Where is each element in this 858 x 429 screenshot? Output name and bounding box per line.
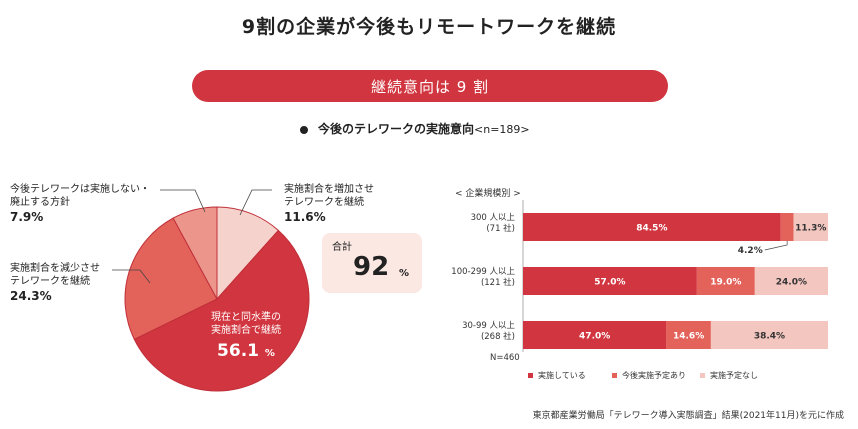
- pie-label-increase: 実施割合を増加させ テレワークを継続 11.6%: [284, 183, 374, 224]
- bar-planned: [780, 213, 794, 241]
- total-label: 合計: [332, 242, 352, 253]
- leader-line-increase: [239, 189, 272, 216]
- total-unit: %: [399, 268, 410, 279]
- bar-implementing: [523, 213, 781, 241]
- legend-swatch-icon: [528, 373, 533, 378]
- pie-slice-increase: [216, 206, 280, 301]
- bar-value-label: 57.0%: [594, 278, 625, 288]
- bar-no-plan: [793, 213, 828, 241]
- summary-banner: 継続意向は 9 割: [192, 70, 668, 102]
- total-value: 92: [353, 252, 390, 282]
- bar-no-plan: [710, 321, 828, 349]
- sample-size: <n=189>: [474, 123, 530, 136]
- category-30-line2: (268 社): [480, 332, 515, 342]
- pie-label-increase-line2: テレワークを継続: [284, 197, 364, 208]
- bar-value-label: 19.0%: [710, 278, 741, 288]
- legend-swatch-icon: [700, 373, 705, 378]
- pie-label-same: 現在と同水準の 実施割合で継続 56.1 %: [196, 311, 296, 361]
- subheading-text: 今後のテレワークの実施意向: [318, 122, 475, 136]
- legend-swatch-icon: [612, 373, 617, 378]
- sample-footnote: N=460: [490, 353, 520, 363]
- pie-label-decrease-line1: 実施割合を減少させ: [10, 263, 100, 274]
- pie-label-stop: 今後テレワークは実施しない・ 廃止する方針 7.9%: [10, 183, 150, 224]
- category-label-300: 300 人以上 (71 社): [445, 213, 515, 235]
- bar-chart-title: < 企業規模別 >: [455, 189, 521, 199]
- leader-line-stop: [160, 189, 206, 213]
- legend-item-implementing: 実施している: [528, 370, 586, 381]
- pie-label-stop-line1: 今後テレワークは実施しない・: [10, 184, 150, 195]
- bar-value-label: 14.6%: [673, 332, 704, 342]
- legend-label: 実施予定なし: [710, 371, 758, 380]
- pie-label-decrease-line2: テレワークを継続: [10, 276, 90, 287]
- category-label-100: 100-299 人以上 (121 社): [445, 267, 515, 289]
- category-30-line1: 30-99 人以上: [462, 321, 515, 331]
- leader-line-decrease: [112, 269, 151, 284]
- bar-no-plan: [754, 267, 828, 295]
- legend-label: 今後実施予定あり: [622, 371, 686, 380]
- bar-value-label: 11.3%: [795, 224, 826, 234]
- subheading: 今後のテレワークの実施意向<n=189>: [300, 120, 530, 137]
- pie-slice-same: [133, 229, 310, 392]
- bar-planned: [696, 267, 755, 295]
- pie-label-decrease: 実施割合を減少させ テレワークを継続 24.3%: [10, 262, 100, 303]
- pie-label-increase-line1: 実施割合を増加させ: [284, 184, 374, 195]
- page-title: 9割の企業が今後もリモートワークを継続: [241, 16, 617, 38]
- bar-value-label: 47.0%: [579, 332, 610, 342]
- pie-value-decrease: 24.3%: [10, 289, 52, 303]
- total-box: [322, 233, 422, 293]
- category-300-line2: (71 社): [486, 224, 515, 234]
- bar-planned: [666, 321, 711, 349]
- bar-value-label: 24.0%: [776, 278, 807, 288]
- category-100-line2: (121 社): [480, 278, 515, 288]
- pie-slice-stop: [172, 206, 218, 300]
- legend-label: 実施している: [538, 371, 586, 380]
- bar-implementing: [523, 321, 667, 349]
- legend-item-planned: 今後実施予定あり: [612, 370, 686, 381]
- pie-value-same: 56.1: [217, 341, 259, 361]
- source-note: 東京都産業労働局「テレワーク導入実態調査」結果(2021年11月)を元に作成: [532, 411, 844, 421]
- pie-value-stop: 7.9%: [10, 210, 44, 224]
- pie-label-stop-line2: 廃止する方針: [10, 197, 70, 208]
- pie-label-same-line1: 現在と同水準の: [211, 312, 281, 323]
- bar-value-label: 4.2%: [738, 246, 763, 256]
- category-100-line1: 100-299 人以上: [451, 267, 515, 277]
- pie-slice-decrease: [124, 217, 218, 341]
- legend-item-no-plan: 実施予定なし: [700, 370, 758, 381]
- pie-label-same-line2: 実施割合で継続: [211, 325, 281, 336]
- bar-value-label: 84.5%: [636, 224, 667, 234]
- bar-value-label: 38.4%: [754, 332, 785, 342]
- pie-value-increase: 11.6%: [284, 210, 326, 224]
- pie-value-same-unit: %: [264, 348, 275, 359]
- bar-leader-line: [764, 241, 788, 251]
- bar-implementing: [523, 267, 697, 295]
- category-label-30: 30-99 人以上 (268 社): [445, 321, 515, 343]
- category-300-line1: 300 人以上: [470, 213, 515, 223]
- bullet-icon: [300, 125, 308, 134]
